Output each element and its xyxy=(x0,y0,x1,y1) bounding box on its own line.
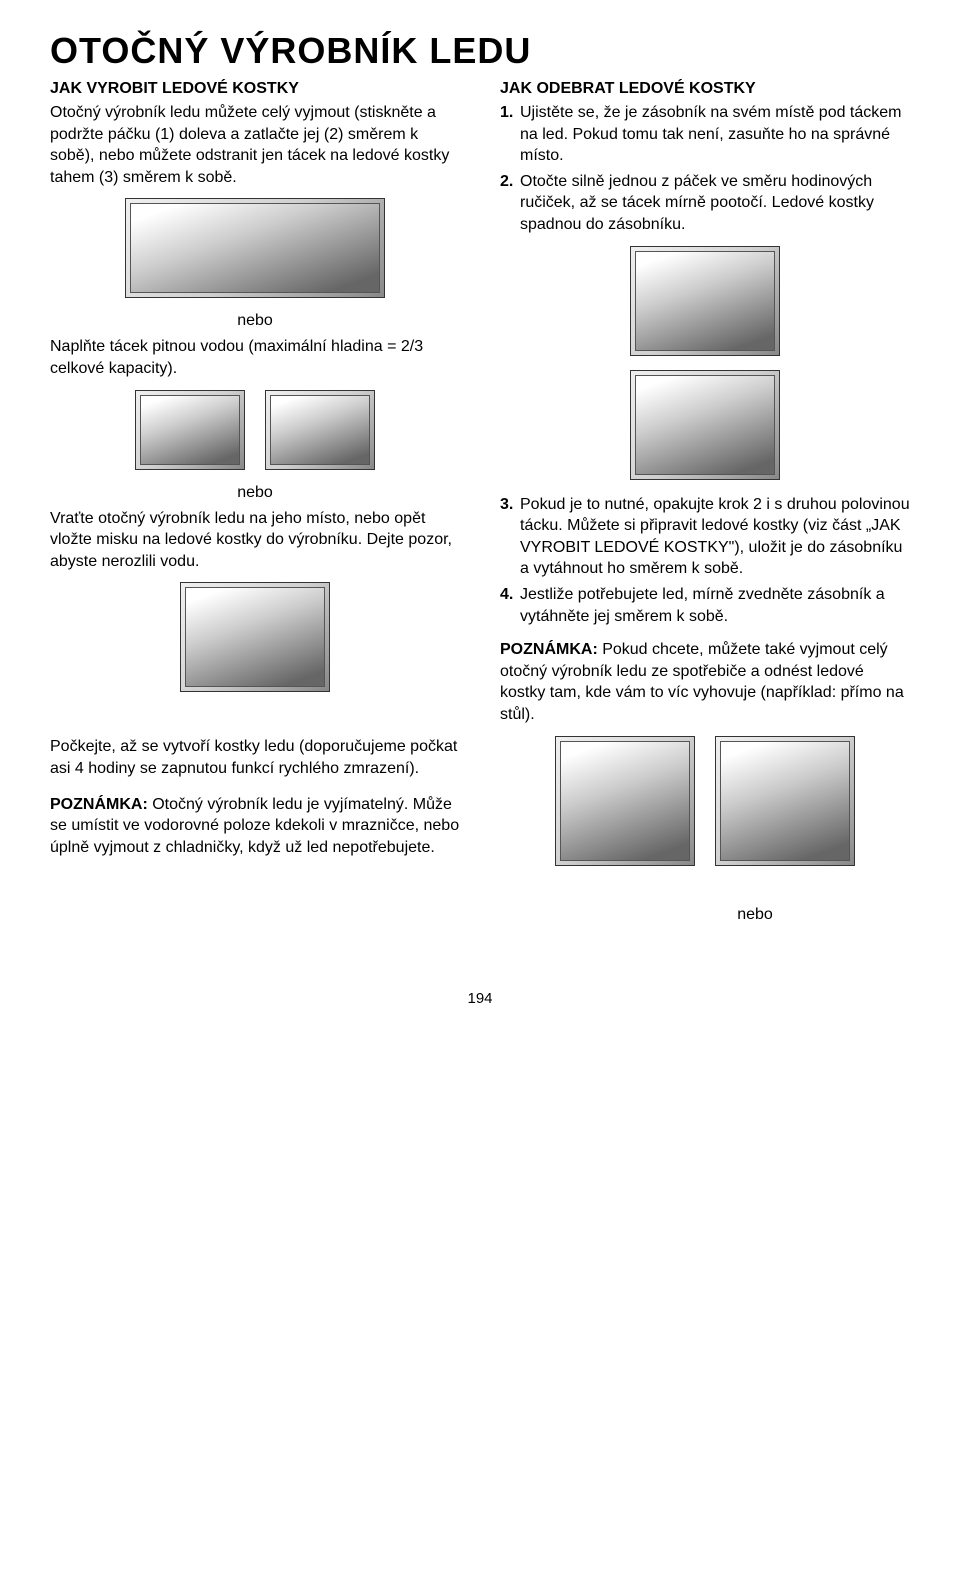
left-heading: JAK VYROBIT LEDOVÉ KOSTKY xyxy=(50,80,460,98)
step-2-text: Otočte silně jednou z páček ve směru hod… xyxy=(520,171,910,236)
image-fill-right xyxy=(265,390,375,470)
left-paragraph-3: Vraťte otočný výrobník ledu na jeho míst… xyxy=(50,508,460,573)
left-column: JAK VYROBIT LEDOVÉ KOSTKY Otočný výrobní… xyxy=(50,80,460,930)
illustration-twist-2 xyxy=(500,370,910,480)
illustration-twist-1 xyxy=(500,246,910,356)
image-fill-left xyxy=(135,390,245,470)
illustration-fill-water xyxy=(50,390,460,470)
or-label-right: nebo xyxy=(600,906,910,924)
note-label-right: POZNÁMKA: xyxy=(500,641,598,658)
step-4: 4. Jestliže potřebujete led, mírně zvedn… xyxy=(500,584,910,627)
step-1-text: Ujistěte se, že je zásobník na svém míst… xyxy=(520,102,910,167)
note-label-left: POZNÁMKA: xyxy=(50,796,148,813)
or-label-1: nebo xyxy=(50,312,460,330)
left-paragraph-1: Otočný výrobník ledu můžete celý vyjmout… xyxy=(50,102,460,188)
page-number: 194 xyxy=(50,990,910,1007)
step-4-text: Jestliže potřebujete led, mírně zvedněte… xyxy=(520,584,910,627)
image-twist-lever-1 xyxy=(630,246,780,356)
left-paragraph-2: Naplňte tácek pitnou vodou (maximální hl… xyxy=(50,336,460,379)
image-table-left xyxy=(555,736,695,866)
right-heading: JAK ODEBRAT LEDOVÉ KOSTKY xyxy=(500,80,910,98)
left-note: POZNÁMKA: Otočný výrobník ledu je vyjíma… xyxy=(50,794,460,859)
image-insert-tray xyxy=(180,582,330,692)
step-2-num: 2. xyxy=(500,171,520,236)
step-2: 2. Otočte silně jednou z páček ve směru … xyxy=(500,171,910,236)
illustration-insert xyxy=(50,582,460,692)
illustration-table xyxy=(500,736,910,866)
right-column: JAK ODEBRAT LEDOVÉ KOSTKY 1. Ujistěte se… xyxy=(500,80,910,930)
step-1-num: 1. xyxy=(500,102,520,167)
step-3: 3. Pokud je to nutné, opakujte krok 2 i … xyxy=(500,494,910,580)
image-twist-lever-2 xyxy=(630,370,780,480)
step-3-num: 3. xyxy=(500,494,520,580)
page-title: OTOČNÝ VÝROBNÍK LEDU xyxy=(50,30,910,72)
image-ice-maker-remove xyxy=(125,198,385,298)
step-4-num: 4. xyxy=(500,584,520,627)
or-label-2: nebo xyxy=(50,484,460,502)
step-3-text: Pokud je to nutné, opakujte krok 2 i s d… xyxy=(520,494,910,580)
left-paragraph-4: Počkejte, až se vytvoří kostky ledu (dop… xyxy=(50,736,460,779)
step-1: 1. Ujistěte se, že je zásobník na svém m… xyxy=(500,102,910,167)
right-note: POZNÁMKA: Pokud chcete, můžete také vyjm… xyxy=(500,639,910,725)
content-columns: JAK VYROBIT LEDOVÉ KOSTKY Otočný výrobní… xyxy=(50,80,910,930)
illustration-ice-maker-numbered xyxy=(50,198,460,298)
image-table-right xyxy=(715,736,855,866)
